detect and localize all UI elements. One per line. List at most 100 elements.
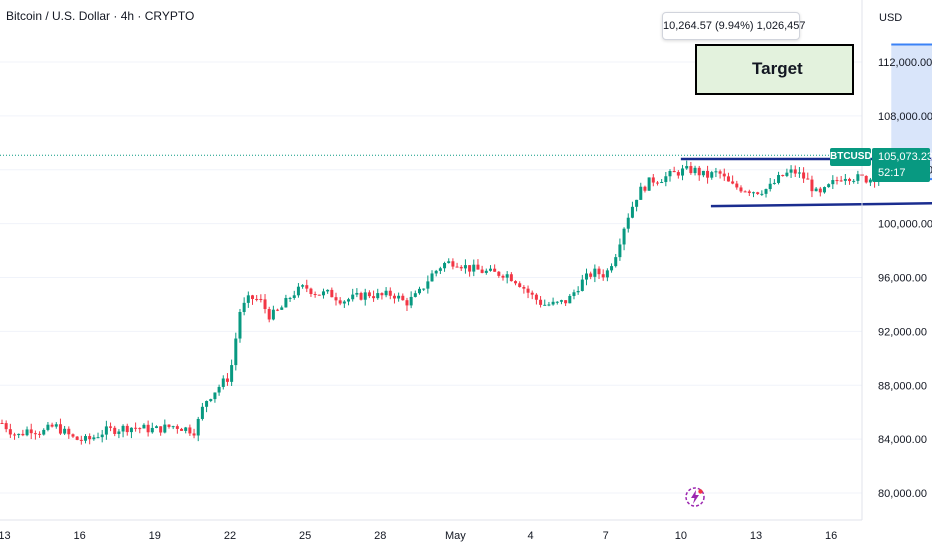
candle-body [810, 179, 814, 192]
candle-body [255, 298, 259, 300]
candle-body [280, 307, 284, 310]
candle-body [113, 427, 117, 434]
candle-body [438, 268, 442, 271]
candle-body [234, 338, 238, 366]
candle-body [154, 426, 158, 428]
candle-body [831, 180, 835, 185]
candle-body [777, 175, 781, 183]
candle-body [827, 184, 831, 188]
candle-body [747, 191, 751, 193]
candle-body [856, 174, 860, 181]
candle-body [852, 180, 856, 182]
candle-body [589, 273, 593, 277]
candle-body [764, 189, 768, 194]
candle-body [104, 426, 108, 435]
candle-body [463, 265, 467, 269]
candle-body [351, 294, 355, 300]
currency-selector[interactable]: USD [879, 12, 903, 24]
candle-body [38, 433, 42, 435]
candle-body [488, 268, 492, 271]
candle-body [109, 426, 113, 428]
candle-body [309, 288, 313, 294]
candle-body [605, 270, 609, 278]
candle-body [518, 283, 522, 288]
candle-body [572, 292, 576, 296]
candle-body [818, 188, 822, 193]
candle-body [29, 429, 33, 434]
candle-body [384, 290, 388, 296]
candle-body [501, 275, 505, 278]
candle-body [79, 439, 83, 441]
candles [0, 154, 889, 445]
bar-countdown: 52:17 [878, 167, 906, 179]
candle-body [13, 434, 17, 436]
candle-body [192, 433, 196, 436]
candle-body [455, 266, 459, 268]
candle-body [743, 191, 747, 193]
candle-body [559, 300, 563, 302]
candle-body [434, 270, 438, 274]
x-tick-label: 16 [825, 530, 837, 542]
candle-body [259, 298, 263, 300]
candle-body [209, 399, 213, 401]
candle-body [722, 173, 726, 177]
candle-body [409, 296, 413, 306]
lightning-bolt-icon[interactable] [684, 486, 706, 508]
support-line [710, 202, 932, 208]
candle-body [217, 386, 221, 393]
candle-body [772, 182, 776, 184]
candle-body [363, 292, 367, 300]
candle-body [685, 166, 689, 169]
candle-body [710, 172, 714, 178]
symbol-badge: BTCUSD [830, 148, 872, 166]
candle-body [802, 172, 806, 179]
candle-body [418, 288, 421, 294]
candle-body [484, 270, 488, 273]
candle-body [768, 183, 772, 190]
target-box[interactable] [695, 44, 854, 95]
candle-body [271, 309, 275, 320]
candle-body [8, 429, 12, 435]
candle-body [347, 299, 351, 302]
candle-body [405, 300, 409, 306]
candle-body [313, 293, 317, 295]
candle-body [539, 299, 543, 305]
candle-body [422, 288, 426, 290]
candle-body [839, 180, 843, 182]
candle-body [96, 437, 100, 439]
y-axis: 80,000.00 84,000.00 88,000.00 92,000.00 96,0… [878, 57, 932, 500]
candle-body [180, 428, 184, 431]
candle-body [522, 287, 526, 289]
candle-body [480, 269, 484, 273]
candle-body [443, 263, 447, 269]
candle-body [668, 171, 672, 177]
candle-body [17, 433, 21, 436]
candle-body [25, 429, 29, 436]
candle-body [196, 418, 200, 436]
candle-body [159, 426, 163, 433]
y-tick-label: 100,000.00 [878, 219, 932, 231]
candle-body [576, 290, 580, 293]
candle-body [230, 365, 234, 382]
candle-body [731, 181, 735, 184]
candle-body [655, 182, 659, 184]
x-tick-label: May [445, 530, 466, 542]
candle-body [317, 294, 321, 296]
candle-body [689, 166, 693, 174]
candle-body [50, 424, 54, 427]
candle-body [735, 183, 739, 188]
candle-body [338, 300, 342, 304]
candle-body [213, 392, 217, 400]
candle-body [388, 290, 392, 296]
candle-body [797, 172, 801, 174]
candle-body [614, 257, 618, 267]
candle-body [401, 295, 405, 301]
candle-body [459, 266, 463, 269]
candle-body [330, 289, 334, 298]
candle-body [4, 423, 8, 430]
candle-body [793, 169, 797, 174]
candle-body [601, 274, 605, 278]
candle-body [146, 424, 150, 433]
candle-body [672, 171, 676, 173]
candle-body [263, 299, 267, 310]
